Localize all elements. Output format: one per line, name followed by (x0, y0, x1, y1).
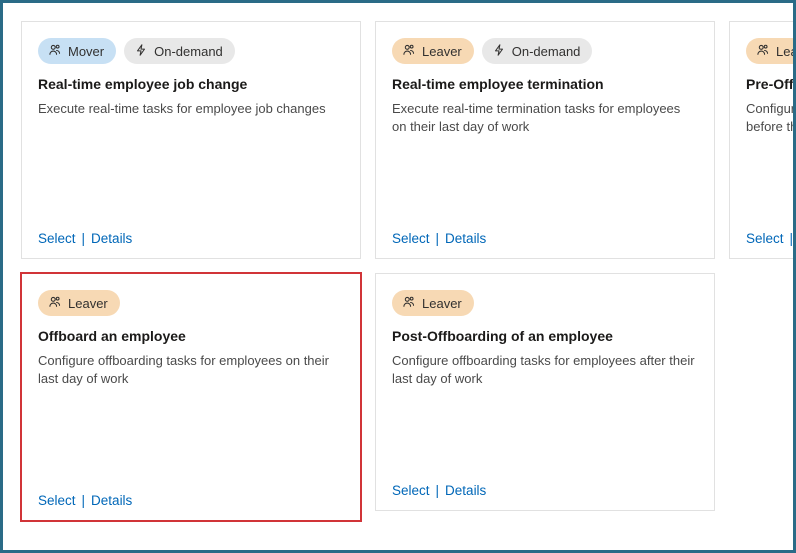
template-card: Mover On-demand Real-time employee job cha… (21, 21, 361, 259)
details-link[interactable]: Details (445, 483, 486, 498)
tag-row: Leaver (392, 290, 698, 316)
spacer (38, 388, 344, 493)
card-description: Configure offboarding tasks for employee… (392, 352, 698, 388)
card-title: Post-Offboarding of an employee (392, 328, 698, 344)
template-card: Leaver Pre-Offboarding of an employee Conf… (729, 21, 796, 259)
details-link[interactable]: Details (91, 493, 132, 508)
tag-row: Leaver (746, 38, 796, 64)
spacer (392, 136, 698, 231)
card-title: Pre-Offboarding of an employee (746, 76, 796, 92)
details-link[interactable]: Details (91, 231, 132, 246)
template-card: Leaver On-demand Real-time employee termin… (375, 21, 715, 259)
tag-label: On-demand (154, 44, 223, 59)
actions-separator: | (436, 231, 440, 246)
ondemand-tag: On-demand (482, 38, 593, 64)
select-link[interactable]: Select (392, 231, 430, 246)
select-link[interactable]: Select (746, 231, 784, 246)
card-actions: Select | Details (38, 493, 344, 508)
mover-tag: Mover (38, 38, 116, 64)
card-title: Real-time employee termination (392, 76, 698, 92)
card-actions: Select|Details (746, 231, 796, 246)
leaver-tag: Leaver (392, 38, 474, 64)
tag-label: Mover (68, 44, 104, 59)
card-description: Configure pre-offboarding tasks for empl… (746, 100, 796, 136)
card-description: Execute real-time termination tasks for … (392, 100, 698, 136)
tag-row: Leaver On-demand (392, 38, 698, 64)
people-icon (756, 43, 770, 60)
spacer (746, 136, 796, 231)
actions-separator: | (790, 231, 794, 246)
people-icon (402, 43, 416, 60)
leaver-tag: Leaver (392, 290, 474, 316)
card-description: Execute real-time tasks for employee job… (38, 100, 344, 118)
select-link[interactable]: Select (38, 493, 76, 508)
lightning-icon (134, 43, 148, 60)
workflow-templates-panel: Mover On-demand Real-time employee job cha… (0, 0, 796, 553)
template-card-grid: Mover On-demand Real-time employee job cha… (21, 21, 796, 521)
actions-separator: | (82, 493, 86, 508)
template-card: Leaver Post-Offboarding of an employee Con… (375, 273, 715, 511)
tag-label: Leaver (422, 44, 462, 59)
card-actions: Select | Details (392, 231, 698, 246)
people-icon (48, 43, 62, 60)
card-title: Real-time employee job change (38, 76, 344, 92)
card-description: Configure offboarding tasks for employee… (38, 352, 344, 388)
card-title: Offboard an employee (38, 328, 344, 344)
spacer (392, 388, 698, 483)
people-icon (48, 295, 62, 312)
tag-label: Leaver (422, 296, 462, 311)
select-link[interactable]: Select (38, 231, 76, 246)
leaver-tag: Leaver (746, 38, 796, 64)
card-actions: Select | Details (38, 231, 344, 246)
tag-label: On-demand (512, 44, 581, 59)
tag-row: Leaver (38, 290, 344, 316)
tag-label: Leaver (776, 44, 796, 59)
leaver-tag: Leaver (38, 290, 120, 316)
select-link[interactable]: Select (392, 483, 430, 498)
details-link[interactable]: Details (445, 231, 486, 246)
people-icon (402, 295, 416, 312)
actions-separator: | (82, 231, 86, 246)
ondemand-tag: On-demand (124, 38, 235, 64)
tag-row: Mover On-demand (38, 38, 344, 64)
spacer (38, 118, 344, 231)
template-card: Leaver Offboard an employee Configure offb… (21, 273, 361, 521)
tag-label: Leaver (68, 296, 108, 311)
card-actions: Select | Details (392, 483, 698, 498)
lightning-icon (492, 43, 506, 60)
actions-separator: | (436, 483, 440, 498)
